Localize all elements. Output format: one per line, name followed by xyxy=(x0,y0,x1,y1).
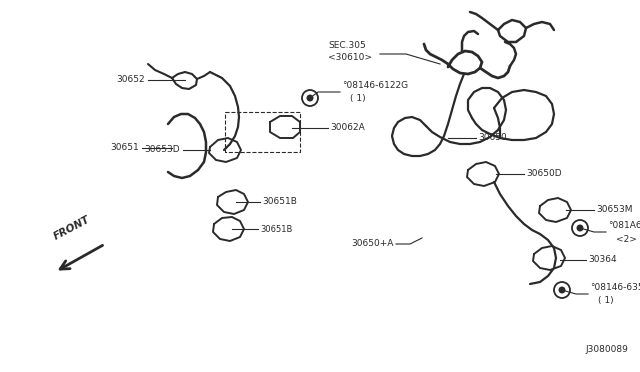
Text: ( 1): ( 1) xyxy=(350,93,365,103)
Text: J3080089: J3080089 xyxy=(585,345,628,354)
Text: 30650+A: 30650+A xyxy=(351,240,394,248)
Text: 30653M: 30653M xyxy=(596,205,632,215)
Text: °081A6-6162A: °081A6-6162A xyxy=(608,221,640,230)
Text: 30651B: 30651B xyxy=(262,198,297,206)
Text: <30610>: <30610> xyxy=(328,54,372,62)
Text: °08146-6352G: °08146-6352G xyxy=(590,282,640,292)
Text: 30651: 30651 xyxy=(110,144,139,153)
Text: 30653D: 30653D xyxy=(145,145,180,154)
Text: 30062A: 30062A xyxy=(330,124,365,132)
Text: SEC.305: SEC.305 xyxy=(328,42,365,51)
Text: ( 1): ( 1) xyxy=(598,296,614,305)
Text: FRONT: FRONT xyxy=(52,215,92,242)
Text: 30364: 30364 xyxy=(588,256,616,264)
Circle shape xyxy=(559,286,566,294)
Text: 30650: 30650 xyxy=(478,134,507,142)
Text: <2>: <2> xyxy=(616,234,637,244)
Text: 30651B: 30651B xyxy=(260,224,292,234)
Circle shape xyxy=(577,224,584,231)
Circle shape xyxy=(307,94,314,102)
Text: °08146-6122G: °08146-6122G xyxy=(342,80,408,90)
Text: 30650D: 30650D xyxy=(526,170,562,179)
Text: 30652: 30652 xyxy=(116,76,145,84)
